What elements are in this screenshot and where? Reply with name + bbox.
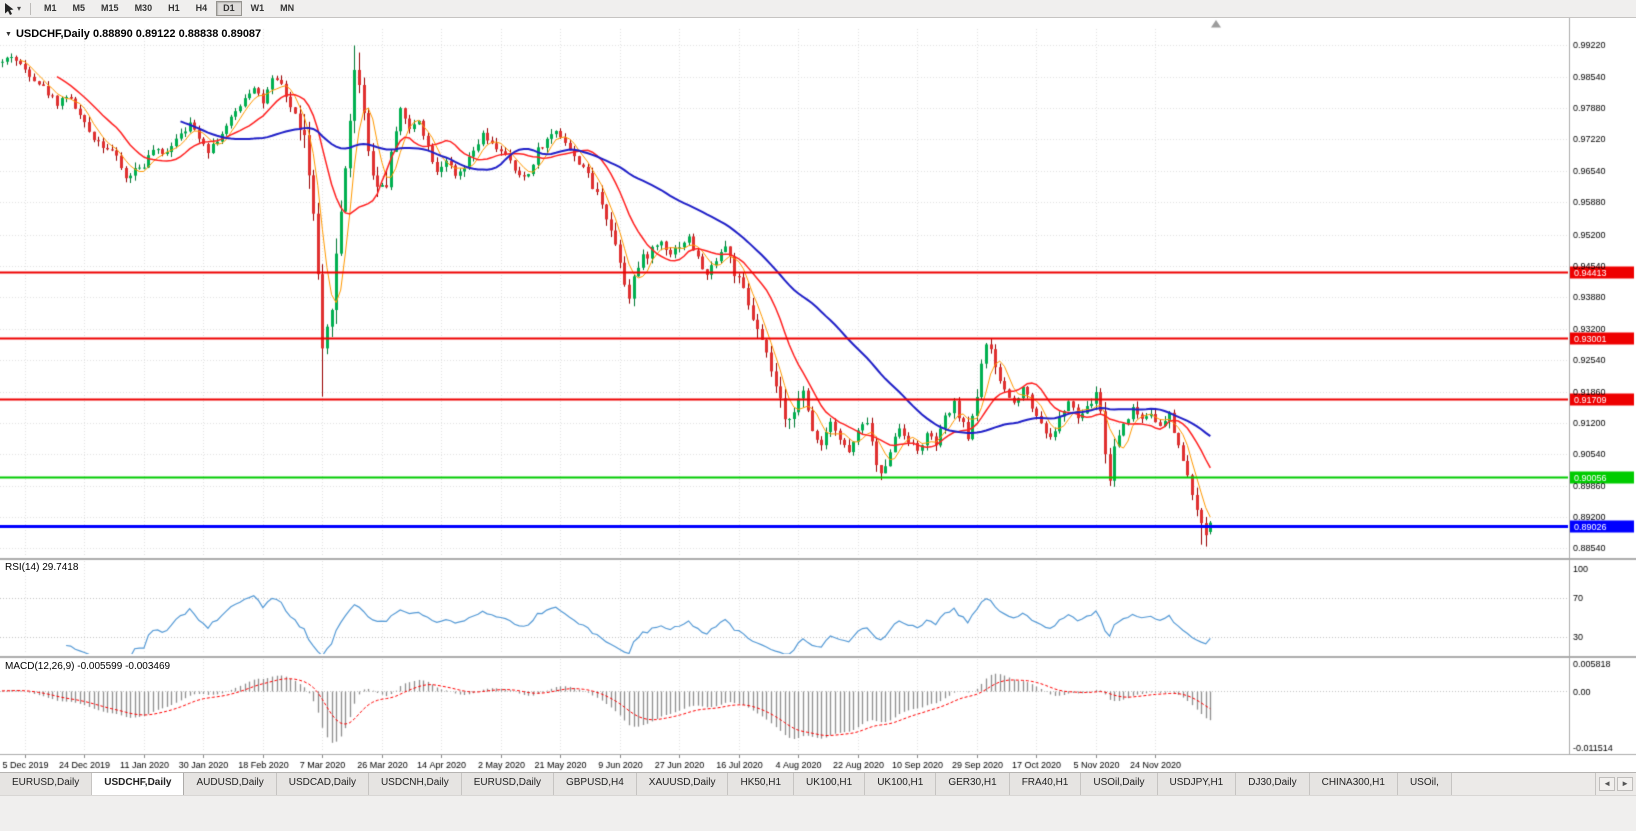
chart-tab-usdcad-daily[interactable]: USDCAD,Daily xyxy=(276,773,369,795)
timeframe-button-H4[interactable]: H4 xyxy=(195,3,208,13)
chart-tab-usoil[interactable]: USOil, xyxy=(1397,773,1452,795)
chart-tabs-bar: EURUSD,Daily USDCHF,Daily AUDUSD,Daily USDC… xyxy=(0,772,1636,795)
toolbar-separator xyxy=(30,2,32,15)
timeframe-toolbar: ▾ M1 M5 M15 M30 H1 H4 D1 W1 MN xyxy=(0,0,1636,18)
chart-tab-usdjpy-h1[interactable]: USDJPY,H1 xyxy=(1157,773,1237,795)
tabs-scroll-left-button[interactable]: ◄ xyxy=(1599,777,1616,791)
chart-ohlc-title: ▼ USDCHF,Daily 0.88890 0.89122 0.88838 0.… xyxy=(5,28,261,40)
chart-tab-gbpusd-h4[interactable]: GBPUSD,H4 xyxy=(553,773,637,795)
chart-tab-uk100-h1[interactable]: UK100,H1 xyxy=(794,773,866,795)
chart-tabs: EURUSD,Daily USDCHF,Daily AUDUSD,Daily USDC… xyxy=(0,773,1636,795)
chart-tab-china300-h1[interactable]: CHINA300,H1 xyxy=(1309,773,1398,795)
chart-area: ▼ USDCHF,Daily 0.88890 0.89122 0.88838 0.… xyxy=(0,18,1636,772)
cursor-icon[interactable] xyxy=(3,2,16,16)
timeframe-button-H1[interactable]: H1 xyxy=(168,3,180,13)
timeframe-buttons: M1 M5 M15 M30 H1 H4 D1 W1 MN xyxy=(36,1,302,16)
status-bar xyxy=(0,795,1636,831)
timeframe-button-MN[interactable]: MN xyxy=(280,3,295,13)
chart-tab-hk50-h1[interactable]: HK50,H1 xyxy=(728,773,795,795)
tab-scroll-controls: ◄ ► xyxy=(1595,773,1636,795)
timeframe-button-M15[interactable]: M15 xyxy=(101,3,119,13)
chart-tab-fra40-h1[interactable]: FRA40,H1 xyxy=(1009,773,1082,795)
chart-tab-ger30-h1[interactable]: GER30,H1 xyxy=(936,773,1010,795)
chart-tab-dj30-daily[interactable]: DJ30,Daily xyxy=(1236,773,1310,795)
chart-tab-eurusd-daily[interactable]: EURUSD,Daily xyxy=(461,773,554,795)
ohlc-text: USDCHF,Daily 0.88890 0.89122 0.88838 0.8… xyxy=(15,28,262,40)
timeframe-button-M1[interactable]: M1 xyxy=(44,3,57,13)
chart-tab-uk100-h1[interactable]: UK100,H1 xyxy=(865,773,937,795)
chart-tab-usdcnh-daily[interactable]: USDCNH,Daily xyxy=(368,773,462,795)
timeframe-button-M5[interactable]: M5 xyxy=(72,3,86,13)
timeframe-button-W1[interactable]: W1 xyxy=(250,3,265,13)
dropdown-caret-icon[interactable]: ▾ xyxy=(17,4,22,13)
chart-tab-usdchf-daily[interactable]: USDCHF,Daily xyxy=(92,773,185,795)
symbol-dropdown-icon[interactable]: ▼ xyxy=(5,31,12,38)
timeframe-button-D1[interactable]: D1 xyxy=(216,1,242,16)
chart-tab-eurusd-daily[interactable]: EURUSD,Daily xyxy=(0,773,93,795)
timeframe-button-M30[interactable]: M30 xyxy=(134,3,153,13)
rsi-indicator-label: RSI(14) 29.7418 xyxy=(5,562,79,573)
price-chart-canvas[interactable] xyxy=(0,18,1636,772)
chart-tab-audusd-daily[interactable]: AUDUSD,Daily xyxy=(184,773,277,795)
chart-tab-xauusd-daily[interactable]: XAUUSD,Daily xyxy=(636,773,729,795)
tabs-scroll-right-button[interactable]: ► xyxy=(1617,777,1633,791)
macd-indicator-label: MACD(12,26,9) -0.005599 -0.003469 xyxy=(5,661,171,672)
chart-tab-usoil-daily[interactable]: USOil,Daily xyxy=(1081,773,1158,795)
